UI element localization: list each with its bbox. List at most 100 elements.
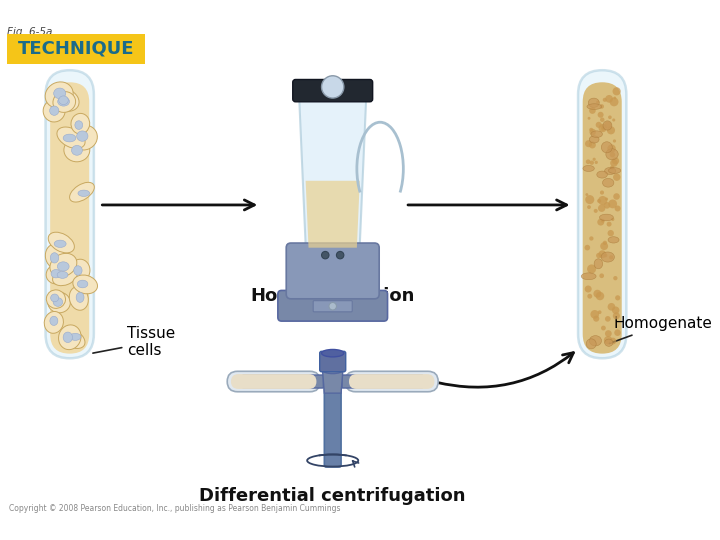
Circle shape (607, 221, 611, 227)
Text: TECHNIQUE: TECHNIQUE (18, 40, 135, 58)
FancyBboxPatch shape (582, 82, 622, 354)
Ellipse shape (44, 312, 63, 333)
Circle shape (589, 141, 596, 149)
Circle shape (615, 295, 621, 300)
Circle shape (593, 290, 601, 298)
Circle shape (610, 152, 615, 158)
Circle shape (598, 196, 607, 205)
Circle shape (587, 265, 596, 273)
Ellipse shape (57, 272, 68, 278)
Ellipse shape (64, 138, 90, 162)
Ellipse shape (588, 98, 599, 107)
Circle shape (604, 336, 613, 345)
Circle shape (600, 191, 604, 194)
Ellipse shape (73, 266, 82, 275)
Ellipse shape (71, 113, 90, 134)
Ellipse shape (53, 268, 77, 286)
Circle shape (595, 122, 602, 128)
Ellipse shape (43, 100, 65, 122)
Circle shape (598, 310, 601, 314)
Circle shape (600, 242, 608, 250)
Ellipse shape (75, 121, 83, 130)
Ellipse shape (54, 240, 66, 247)
Circle shape (585, 286, 592, 293)
Circle shape (590, 310, 599, 319)
Ellipse shape (586, 339, 596, 349)
Circle shape (588, 117, 590, 120)
Ellipse shape (77, 280, 88, 288)
Ellipse shape (601, 252, 614, 262)
Ellipse shape (606, 148, 618, 160)
Circle shape (612, 307, 619, 314)
Polygon shape (323, 370, 343, 393)
Circle shape (606, 95, 613, 103)
Circle shape (609, 255, 613, 259)
Circle shape (590, 160, 594, 165)
FancyBboxPatch shape (578, 70, 626, 358)
Circle shape (613, 139, 616, 143)
Ellipse shape (583, 165, 594, 172)
Circle shape (598, 124, 607, 132)
FancyBboxPatch shape (50, 82, 89, 354)
Circle shape (613, 97, 616, 99)
Circle shape (596, 253, 601, 258)
Circle shape (589, 128, 593, 132)
Ellipse shape (76, 292, 84, 302)
Circle shape (603, 253, 608, 258)
Ellipse shape (63, 332, 73, 342)
Circle shape (596, 100, 599, 104)
Ellipse shape (69, 287, 89, 310)
Circle shape (603, 202, 611, 208)
Ellipse shape (63, 134, 76, 142)
Circle shape (595, 161, 598, 164)
Circle shape (612, 118, 616, 122)
Ellipse shape (54, 88, 66, 99)
Ellipse shape (50, 253, 77, 276)
FancyBboxPatch shape (7, 34, 145, 64)
Circle shape (586, 159, 590, 164)
Circle shape (593, 158, 595, 161)
FancyBboxPatch shape (346, 372, 438, 392)
Text: Differential centrifugation: Differential centrifugation (199, 488, 466, 505)
Ellipse shape (323, 366, 343, 374)
Ellipse shape (603, 121, 612, 130)
FancyBboxPatch shape (342, 375, 423, 388)
Ellipse shape (48, 292, 71, 313)
Circle shape (604, 122, 611, 129)
Text: Copyright © 2008 Pearson Education, Inc., publishing as Pearson Benjamin Cumming: Copyright © 2008 Pearson Education, Inc.… (9, 504, 341, 514)
Circle shape (595, 292, 604, 300)
Circle shape (601, 326, 606, 330)
Circle shape (615, 205, 621, 212)
Ellipse shape (59, 96, 68, 105)
Ellipse shape (71, 125, 97, 150)
FancyBboxPatch shape (313, 301, 352, 312)
Circle shape (601, 219, 605, 222)
Circle shape (587, 205, 591, 209)
Ellipse shape (591, 131, 603, 138)
Circle shape (322, 252, 329, 259)
Ellipse shape (45, 82, 73, 108)
Circle shape (585, 195, 594, 204)
Circle shape (613, 173, 621, 181)
Ellipse shape (57, 127, 85, 148)
Circle shape (336, 252, 344, 259)
Ellipse shape (52, 89, 79, 111)
Circle shape (608, 230, 614, 237)
FancyBboxPatch shape (45, 70, 94, 358)
Ellipse shape (50, 253, 59, 263)
Circle shape (610, 159, 618, 167)
Ellipse shape (53, 298, 63, 306)
Circle shape (613, 312, 620, 319)
Ellipse shape (600, 214, 613, 221)
Polygon shape (305, 181, 360, 248)
Circle shape (605, 330, 612, 337)
Ellipse shape (50, 106, 59, 116)
Circle shape (611, 218, 614, 221)
Ellipse shape (605, 167, 616, 174)
Ellipse shape (58, 262, 69, 271)
Circle shape (608, 116, 612, 119)
Ellipse shape (51, 269, 61, 278)
Circle shape (612, 157, 619, 165)
Circle shape (599, 273, 604, 278)
Circle shape (329, 302, 336, 310)
